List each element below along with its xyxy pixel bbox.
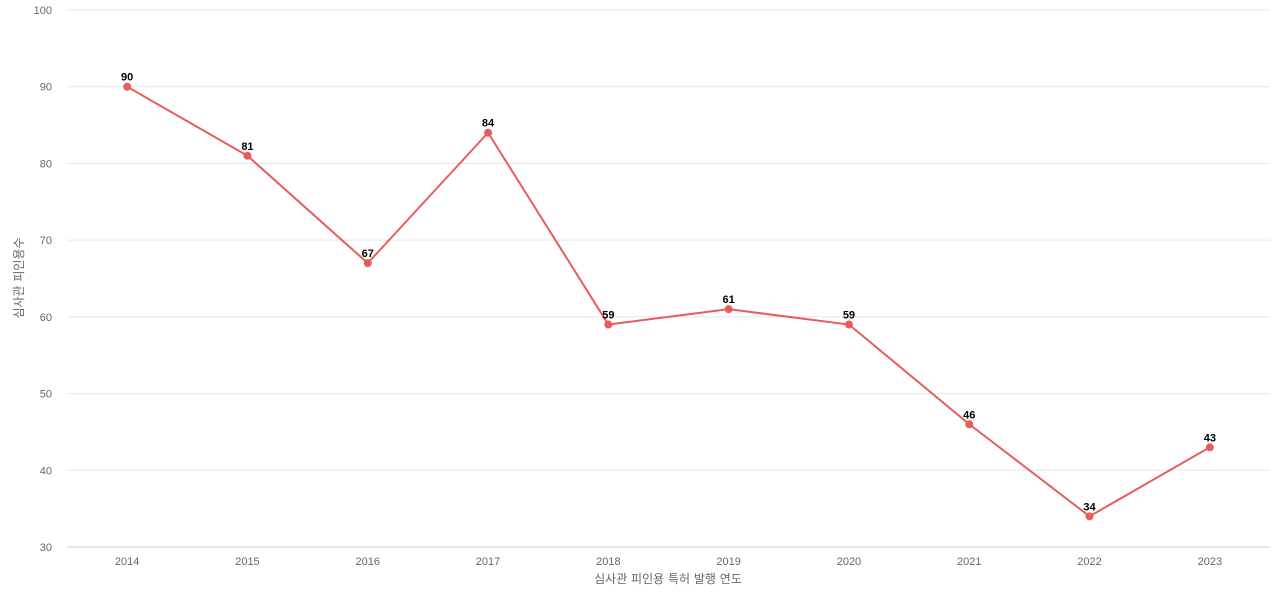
y-tick-label: 70: [40, 235, 52, 247]
x-tick-label: 2016: [356, 556, 380, 568]
data-point[interactable]: [363, 259, 372, 268]
data-label: 90: [121, 72, 133, 84]
data-label: 59: [602, 310, 614, 322]
data-label: 43: [1204, 432, 1216, 444]
x-axis-title: 심사관 피인용 특허 발행 연도: [594, 571, 742, 586]
x-tick-label: 2017: [476, 556, 500, 568]
x-tick-label: 2023: [1198, 556, 1222, 568]
data-label: 46: [963, 409, 975, 421]
data-point[interactable]: [1205, 443, 1214, 452]
data-point[interactable]: [243, 151, 252, 160]
y-axis-title: 심사관 피인용수: [12, 237, 26, 318]
series-layer: [123, 82, 1214, 521]
x-tick-label: 2019: [716, 556, 740, 568]
series-line: [126, 85, 1211, 518]
y-axis-ticks: 30 40 50 60 70 80 90 100: [34, 5, 52, 554]
x-axis-ticks: 2014 2015 2016 2017 2018 2019 2020 2021 2022 2023: [115, 556, 1222, 568]
data-label: 84: [482, 118, 495, 130]
x-tick-label: 2022: [1077, 556, 1101, 568]
x-tick-label: 2014: [115, 556, 139, 568]
data-label: 67: [362, 248, 374, 260]
data-point[interactable]: [1085, 512, 1094, 521]
data-point[interactable]: [484, 128, 493, 137]
y-tick-label: 80: [40, 158, 52, 170]
data-label: 34: [1083, 501, 1096, 513]
data-point[interactable]: [604, 320, 613, 329]
x-tick-label: 2020: [837, 556, 861, 568]
data-label: 81: [241, 141, 253, 153]
data-label: 61: [723, 294, 735, 306]
y-tick-label: 90: [40, 82, 52, 94]
data-label: 59: [843, 310, 855, 322]
y-tick-label: 40: [40, 465, 52, 477]
data-labels: 90 81 67 84 59 61 59 46 34 43: [121, 72, 1216, 514]
data-point[interactable]: [724, 305, 733, 314]
data-point[interactable]: [123, 82, 132, 91]
x-tick-label: 2015: [235, 556, 259, 568]
data-point[interactable]: [965, 420, 974, 429]
y-tick-label: 60: [40, 312, 52, 324]
y-tick-label: 50: [40, 389, 52, 401]
data-point[interactable]: [844, 320, 853, 329]
y-tick-label: 30: [40, 542, 52, 554]
x-tick-label: 2018: [596, 556, 620, 568]
grid-layer: [67, 9, 1270, 548]
x-tick-label: 2021: [957, 556, 981, 568]
y-tick-label: 100: [34, 5, 52, 17]
